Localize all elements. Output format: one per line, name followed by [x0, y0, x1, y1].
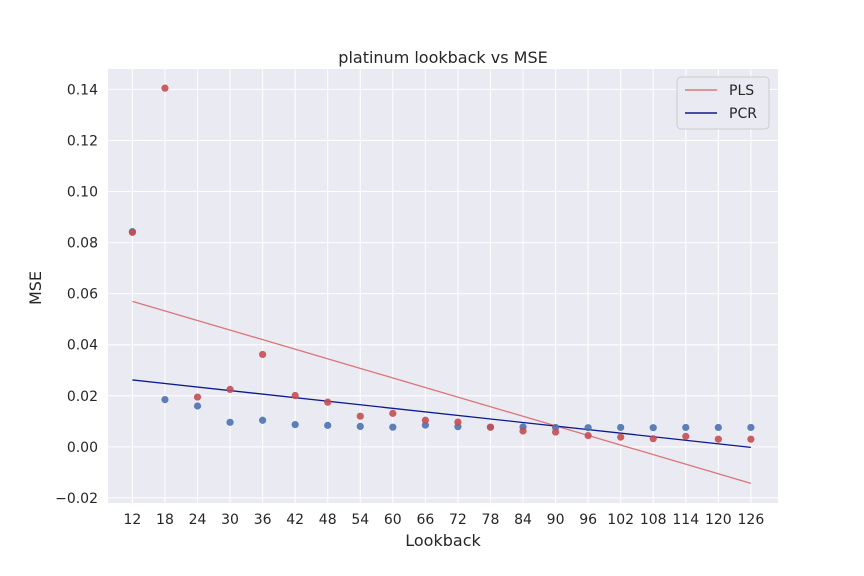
x-tick-label: 120 — [705, 512, 732, 528]
y-gridlines — [108, 88, 778, 499]
x-tick-label: 48 — [319, 512, 337, 528]
x-tick-label: 108 — [640, 512, 667, 528]
y-tick-label: 0.14 — [67, 82, 98, 98]
y-axis-label: MSE — [26, 271, 45, 305]
point-pls — [193, 393, 202, 401]
point-pcr — [226, 418, 234, 426]
point-pls — [617, 433, 625, 441]
point-pls — [291, 391, 299, 400]
y-tick-label: 0.06 — [67, 287, 98, 303]
point-pcr — [259, 416, 267, 424]
point-pls — [421, 416, 429, 424]
legend-label-pls: PLS — [729, 83, 754, 99]
x-tick-label: 12 — [123, 512, 141, 528]
fit-line-pls — [132, 300, 752, 484]
point-pls — [682, 432, 690, 440]
x-tick-label: 78 — [482, 512, 500, 528]
point-pls — [389, 409, 397, 417]
x-tick-labels: 12 18 24 30 36 42 48 54 60 66 72 78 84 90 96 102 108 114 1… — [123, 512, 764, 528]
point-pls — [486, 423, 495, 431]
y-tick-label: 0.10 — [67, 185, 98, 201]
x-tick-label: 60 — [384, 512, 402, 528]
data-points — [128, 84, 755, 443]
legend-label-pcr: PCR — [729, 106, 757, 122]
point-pls — [519, 427, 527, 435]
legend: PLS PCR — [676, 76, 770, 130]
x-tick-label: 114 — [672, 512, 699, 528]
chart-title: platinum lookback vs MSE — [338, 48, 547, 67]
x-tick-label: 90 — [547, 512, 565, 528]
x-tick-label: 54 — [351, 512, 369, 528]
point-pls — [454, 418, 462, 426]
y-tick-label: 0.08 — [67, 236, 98, 252]
point-pcr — [291, 421, 299, 429]
point-pls — [649, 435, 657, 443]
plot-area — [108, 69, 778, 503]
x-tick-label: 96 — [579, 512, 597, 528]
point-pcr — [649, 424, 657, 432]
fit-lines — [132, 300, 752, 484]
x-tick-label: 66 — [416, 512, 434, 528]
point-pls — [128, 228, 137, 236]
point-pls — [551, 428, 560, 436]
point-pls — [324, 398, 332, 406]
x-tick-label: 102 — [607, 512, 634, 528]
point-pcr — [617, 423, 625, 432]
x-tick-label: 24 — [189, 512, 207, 528]
point-pcr — [682, 423, 690, 432]
y-tick-label: 0.12 — [67, 133, 98, 149]
x-tick-label: 36 — [254, 512, 272, 528]
y-tick-label: −0.02 — [55, 491, 98, 507]
x-tick-label: 18 — [156, 512, 174, 528]
x-tick-label: 72 — [449, 512, 467, 528]
point-pls — [161, 84, 169, 92]
point-pcr — [584, 424, 592, 432]
y-tick-label: 0.04 — [67, 338, 98, 354]
point-pls — [259, 350, 267, 359]
x-tick-label: 84 — [514, 512, 532, 528]
point-pls — [356, 412, 364, 420]
fit-line-pcr — [132, 379, 751, 448]
x-tick-label: 30 — [221, 512, 239, 528]
point-pcr — [714, 423, 722, 432]
point-pls — [226, 385, 234, 393]
point-pls — [584, 432, 592, 440]
point-pcr — [161, 396, 169, 404]
x-tick-label: 126 — [738, 512, 765, 528]
y-tick-label: 0.00 — [67, 440, 98, 456]
point-pls — [714, 435, 722, 443]
point-pcr — [193, 402, 202, 410]
x-axis-label: Lookback — [405, 531, 481, 550]
y-tick-label: 0.02 — [67, 389, 98, 405]
point-pcr — [747, 423, 755, 432]
y-tick-labels: −0.02 0.00 0.02 0.04 0.06 0.08 0.10 0.12 0.14 — [55, 82, 98, 506]
point-pcr — [389, 423, 397, 431]
point-pls — [747, 435, 755, 443]
point-pcr — [324, 421, 332, 429]
x-tick-label: 42 — [286, 512, 304, 528]
point-pcr — [356, 422, 364, 431]
